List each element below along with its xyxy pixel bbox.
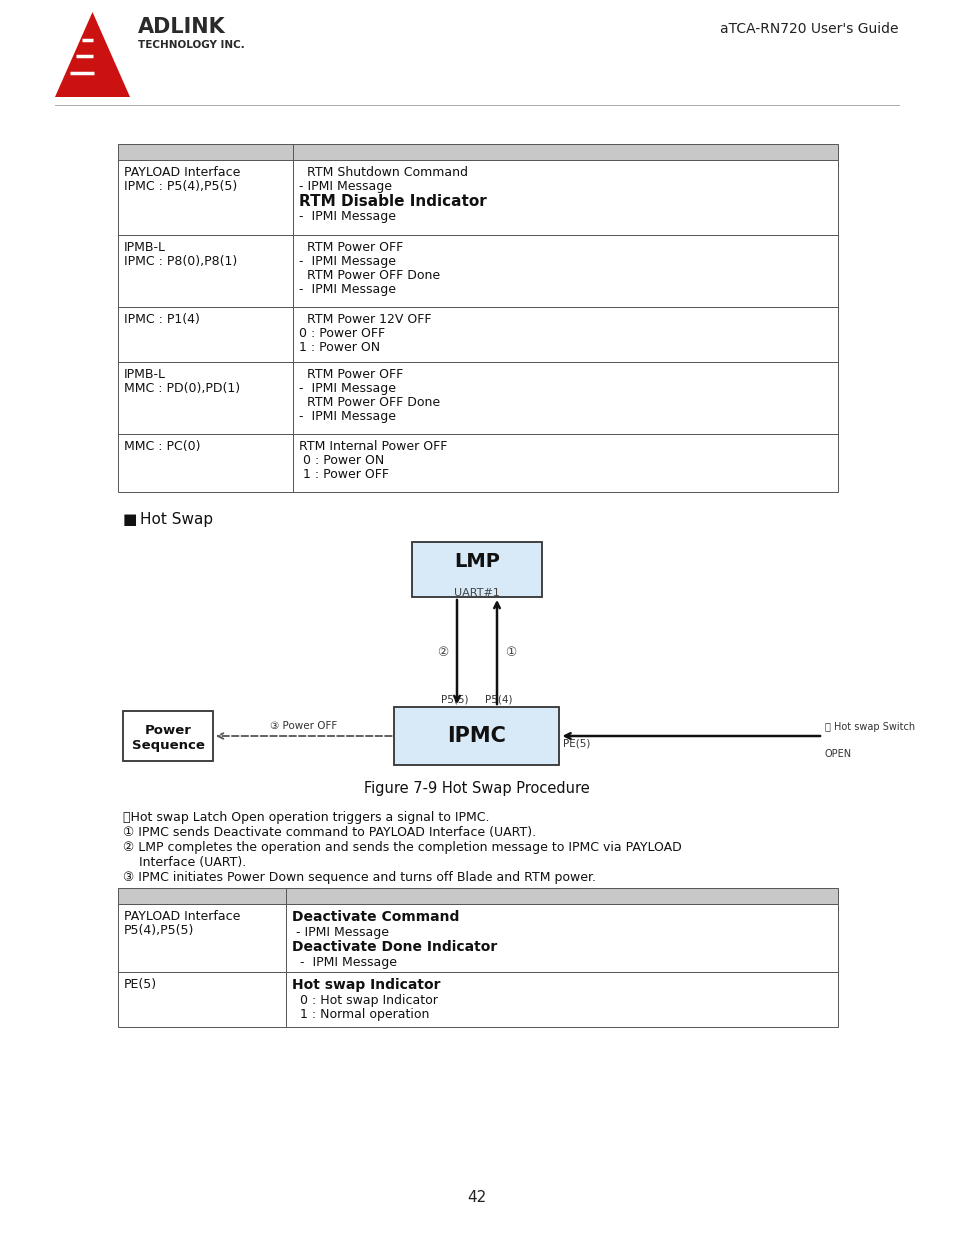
Bar: [286, 972, 837, 1028]
Text: RTM Shutdown Command: RTM Shutdown Command: [298, 165, 468, 179]
Text: Sequence: Sequence: [132, 739, 204, 752]
Text: 42: 42: [467, 1191, 486, 1205]
Text: Hot swap Indicator: Hot swap Indicator: [292, 978, 440, 992]
Text: -  IPMI Message: - IPMI Message: [298, 210, 395, 224]
Text: RTM Internal Power OFF: RTM Internal Power OFF: [298, 440, 447, 453]
Text: IPMC : P5(4),P5(5): IPMC : P5(4),P5(5): [124, 180, 237, 193]
Polygon shape: [55, 12, 130, 98]
Text: -  IPMI Message: - IPMI Message: [292, 956, 396, 969]
Bar: [293, 433, 837, 492]
Text: RTM Power 12V OFF: RTM Power 12V OFF: [298, 312, 431, 326]
Text: Deactivate Done Indicator: Deactivate Done Indicator: [292, 940, 497, 953]
Text: 1 : Power OFF: 1 : Power OFF: [298, 468, 389, 480]
Text: RTM Power OFF: RTM Power OFF: [298, 241, 403, 254]
Bar: [118, 972, 286, 1028]
Bar: [293, 161, 837, 235]
Bar: [118, 433, 293, 492]
Bar: [293, 308, 837, 362]
Text: PAYLOAD Interface: PAYLOAD Interface: [124, 910, 240, 923]
FancyBboxPatch shape: [412, 542, 541, 597]
Text: aTCA-RN720 User's Guide: aTCA-RN720 User's Guide: [720, 22, 898, 36]
FancyBboxPatch shape: [395, 706, 558, 764]
Bar: [293, 362, 837, 433]
Text: PE(5): PE(5): [563, 739, 590, 748]
Text: ① IPMC sends Deactivate command to PAYLOAD Interface (UART).: ① IPMC sends Deactivate command to PAYLO…: [123, 826, 536, 839]
Text: RTM Power OFF Done: RTM Power OFF Done: [298, 269, 439, 282]
Text: Figure 7-9 Hot Swap Procedure: Figure 7-9 Hot Swap Procedure: [364, 781, 589, 797]
Text: UART#1: UART#1: [454, 588, 499, 598]
Text: ②: ②: [436, 646, 448, 658]
Text: Power: Power: [145, 724, 192, 736]
Text: P5(5): P5(5): [441, 695, 468, 705]
Text: MMC : PD(0),PD(1): MMC : PD(0),PD(1): [124, 382, 240, 395]
Bar: [123, 711, 213, 761]
Text: RTM Disable Indicator: RTM Disable Indicator: [298, 194, 486, 209]
Text: IPMC : P8(0),P8(1): IPMC : P8(0),P8(1): [124, 254, 237, 268]
Text: RTM Power OFF Done: RTM Power OFF Done: [298, 396, 439, 409]
Text: 0 : Power OFF: 0 : Power OFF: [298, 327, 385, 340]
Text: 0 : Power ON: 0 : Power ON: [298, 454, 384, 467]
Bar: [118, 161, 293, 235]
Text: -  IPMI Message: - IPMI Message: [298, 283, 395, 296]
Text: P5(4): P5(4): [485, 695, 512, 705]
Text: Hot Swap: Hot Swap: [140, 513, 213, 527]
Bar: [118, 235, 293, 308]
Text: 0 : Hot swap Indicator: 0 : Hot swap Indicator: [292, 994, 437, 1007]
Text: ①: ①: [505, 646, 517, 658]
Text: P5(4),P5(5): P5(4),P5(5): [124, 924, 194, 937]
Text: PAYLOAD Interface: PAYLOAD Interface: [124, 165, 240, 179]
Text: IPMB-L: IPMB-L: [124, 241, 166, 254]
Text: IPMC: IPMC: [447, 726, 506, 746]
Text: RTM Power OFF: RTM Power OFF: [298, 368, 403, 382]
Text: - IPMI Message: - IPMI Message: [298, 180, 392, 193]
Text: ⑵ Hot swap Switch: ⑵ Hot swap Switch: [824, 722, 914, 732]
Bar: [118, 888, 837, 904]
Text: ■: ■: [123, 513, 137, 527]
Bar: [118, 362, 293, 433]
Text: -  IPMI Message: - IPMI Message: [298, 254, 395, 268]
Bar: [293, 235, 837, 308]
Text: OPEN: OPEN: [824, 748, 851, 760]
Text: PE(5): PE(5): [124, 978, 157, 990]
Bar: [118, 144, 837, 161]
Bar: [118, 308, 293, 362]
Text: -  IPMI Message: - IPMI Message: [298, 410, 395, 424]
Text: Interface (UART).: Interface (UART).: [123, 856, 246, 869]
Text: ② LMP completes the operation and sends the completion message to IPMC via PAYLO: ② LMP completes the operation and sends …: [123, 841, 681, 853]
Text: LMP: LMP: [454, 552, 499, 571]
Text: TECHNOLOGY INC.: TECHNOLOGY INC.: [138, 40, 245, 49]
Bar: [118, 904, 286, 972]
Text: IPMC : P1(4): IPMC : P1(4): [124, 312, 200, 326]
Text: 1 : Normal operation: 1 : Normal operation: [292, 1008, 429, 1021]
Text: ③ IPMC initiates Power Down sequence and turns off Blade and RTM power.: ③ IPMC initiates Power Down sequence and…: [123, 871, 596, 884]
Text: 1 : Power ON: 1 : Power ON: [298, 341, 379, 354]
Text: ⑵Hot swap Latch Open operation triggers a signal to IPMC.: ⑵Hot swap Latch Open operation triggers …: [123, 811, 489, 824]
Text: Deactivate Command: Deactivate Command: [292, 910, 459, 924]
Text: - IPMI Message: - IPMI Message: [292, 926, 389, 939]
Text: ③ Power OFF: ③ Power OFF: [270, 721, 337, 731]
Text: MMC : PC(0): MMC : PC(0): [124, 440, 200, 453]
Text: -  IPMI Message: - IPMI Message: [298, 382, 395, 395]
Text: ADLINK: ADLINK: [138, 17, 226, 37]
Bar: [286, 904, 837, 972]
Text: IPMB-L: IPMB-L: [124, 368, 166, 382]
